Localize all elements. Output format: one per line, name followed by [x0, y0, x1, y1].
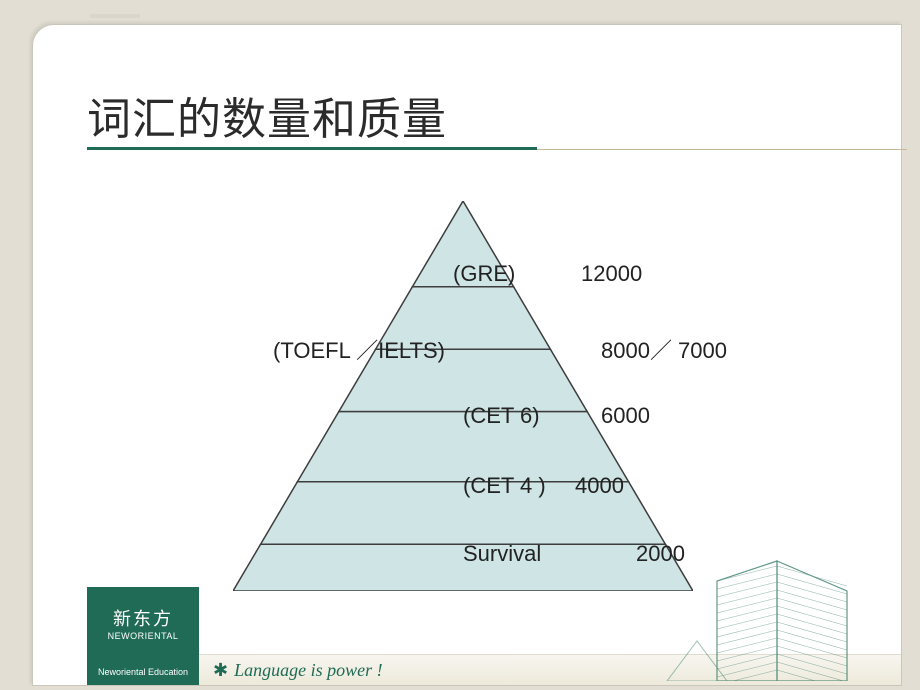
- level-label: (TOEFL ／IELTS): [273, 333, 445, 365]
- level-label: (CET 6): [463, 403, 540, 429]
- level-value: 8000／ 7000: [601, 333, 727, 365]
- level-label: (CET 4 ): [463, 473, 546, 499]
- tagline-star-icon: ✱: [213, 660, 228, 680]
- brand-logo: 新东方 NEWORIENTAL Neworiental Education: [87, 587, 199, 685]
- slide-title: 词汇的数量和质量: [87, 83, 447, 147]
- level-label: (GRE): [453, 261, 515, 287]
- top-accent: [90, 14, 140, 18]
- tagline-text: Language is power !: [234, 660, 383, 680]
- level-label: Survival: [463, 541, 541, 567]
- brand-logo-sub: Neworiental Education: [87, 667, 199, 677]
- pyramid-svg: [233, 201, 693, 591]
- brand-logo-en: NEWORIENTAL: [87, 631, 199, 641]
- level-value: 4000: [575, 473, 624, 499]
- brand-logo-cn: 新东方: [87, 605, 199, 631]
- pyramid-diagram: (GRE) 12000 (TOEFL ／IELTS) 8000／ 7000 (C…: [233, 201, 693, 591]
- level-value: 12000: [581, 261, 642, 287]
- slide-frame: 词汇的数量和质量 (GRE) 12000 (TOEFL ／IELTS) 8000…: [32, 24, 902, 686]
- level-value: 6000: [601, 403, 650, 429]
- building-icon: [657, 551, 877, 681]
- title-rule-ext: [537, 149, 907, 150]
- title-rule: [87, 147, 537, 150]
